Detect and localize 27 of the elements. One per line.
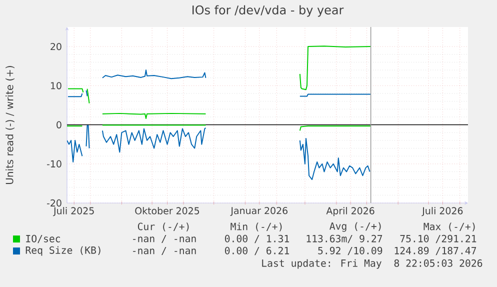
y-tick-label: 0 [56,121,62,128]
text: Cur (-/+) [138,222,189,232]
y-tick-label: -20 [46,199,62,207]
text: 75.10 /291.21 [400,234,476,244]
text: 5.92 /10.09 [318,246,382,256]
x-tick-label: Juli 2026 [422,207,463,216]
legend-label: IO/sec [26,234,60,244]
chart-title: IOs for /dev/vda - by year [192,5,344,17]
x-tick-label: Juli 2025 [53,207,94,216]
x-tick-label: Oktober 2025 [135,207,200,214]
text: Max (-/+) [424,222,475,232]
legend-label: Req Size (KB) [26,246,100,256]
y-tick-label: 20 [50,42,62,50]
text: 0.00 / 6.21 [224,246,289,256]
y-tick-label: 10 [50,82,62,90]
text: 124.89 /187.47 [394,246,476,256]
text: 113.63m/ 9.27 [306,234,382,244]
x-tick-label: Januar 2026 [230,207,288,216]
text: Last update: Fri May 8 22:05:03 2026 [262,259,482,269]
text: -nan / -nan [133,234,196,244]
y-tick-label: -10 [46,160,62,168]
text: -nan / -nan [133,246,196,256]
x-tick-label: April 2026 [326,207,374,216]
text: Min (-/+) [230,222,282,232]
y-axis-title: Units read (-) / write (+) [6,66,14,184]
text: Avg (-/+) [330,222,381,232]
text: 0.00 / 1.31 [224,234,289,244]
